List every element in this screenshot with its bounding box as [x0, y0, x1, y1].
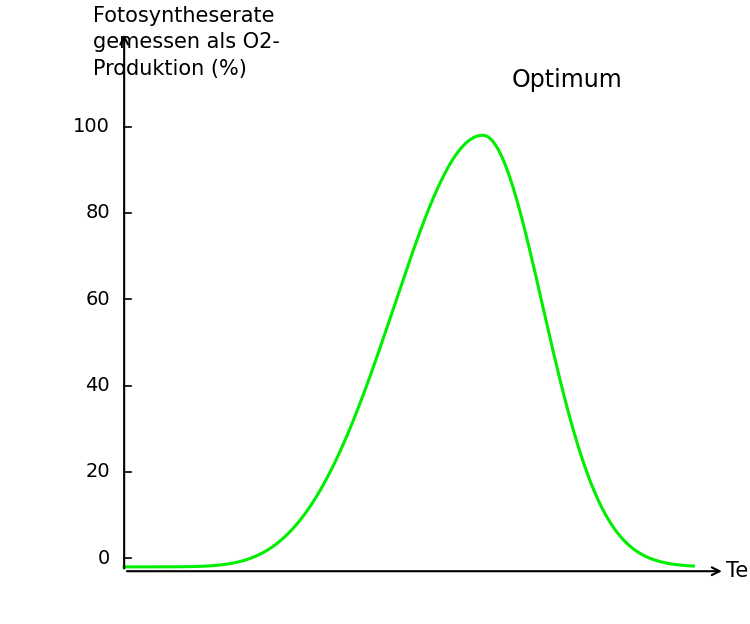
Text: 100: 100 [73, 117, 110, 136]
Text: 80: 80 [86, 203, 110, 223]
Text: Fotosyntheserate
gemessen als O2-
Produktion (%): Fotosyntheserate gemessen als O2- Produk… [93, 6, 280, 79]
Text: Optimum: Optimum [512, 68, 622, 92]
Text: 20: 20 [86, 462, 110, 482]
Text: 0: 0 [98, 548, 110, 568]
Text: 60: 60 [86, 290, 110, 309]
Text: 40: 40 [86, 376, 110, 395]
Text: Temperatur: Temperatur [726, 561, 750, 581]
